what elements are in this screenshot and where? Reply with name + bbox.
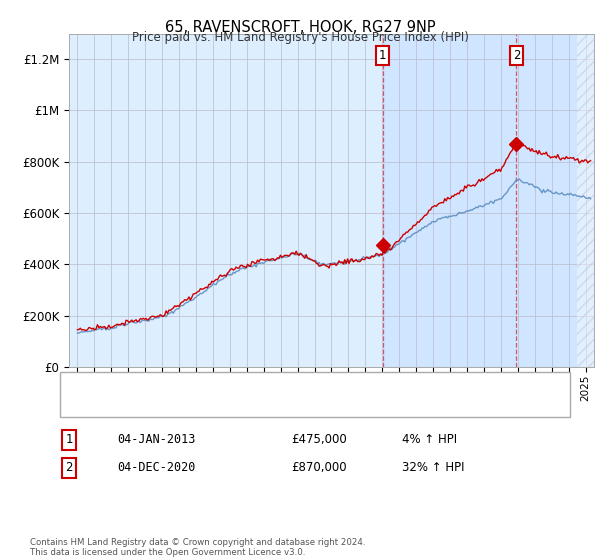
Text: £870,000: £870,000 — [291, 461, 347, 474]
Text: Price paid vs. HM Land Registry's House Price Index (HPI): Price paid vs. HM Land Registry's House … — [131, 31, 469, 44]
Bar — [383, 34, 594, 367]
Text: 65, RAVENSCROFT, HOOK, RG27 9NP: 65, RAVENSCROFT, HOOK, RG27 9NP — [164, 20, 436, 35]
Text: 04-JAN-2013: 04-JAN-2013 — [117, 433, 196, 446]
Bar — [577, 34, 594, 367]
Text: 04-DEC-2020: 04-DEC-2020 — [117, 461, 196, 474]
Text: 2: 2 — [65, 461, 73, 474]
Text: 32% ↑ HPI: 32% ↑ HPI — [402, 461, 464, 474]
Text: HPI: Average price, detached house, Hart: HPI: Average price, detached house, Hart — [129, 400, 359, 410]
Text: 1: 1 — [65, 433, 73, 446]
Text: Contains HM Land Registry data © Crown copyright and database right 2024.
This d: Contains HM Land Registry data © Crown c… — [30, 538, 365, 557]
Text: 4% ↑ HPI: 4% ↑ HPI — [402, 433, 457, 446]
Text: 65, RAVENSCROFT, HOOK, RG27 9NP (detached house): 65, RAVENSCROFT, HOOK, RG27 9NP (detache… — [129, 377, 437, 388]
Text: 2: 2 — [512, 49, 520, 62]
Text: £475,000: £475,000 — [291, 433, 347, 446]
Text: 1: 1 — [379, 49, 386, 62]
